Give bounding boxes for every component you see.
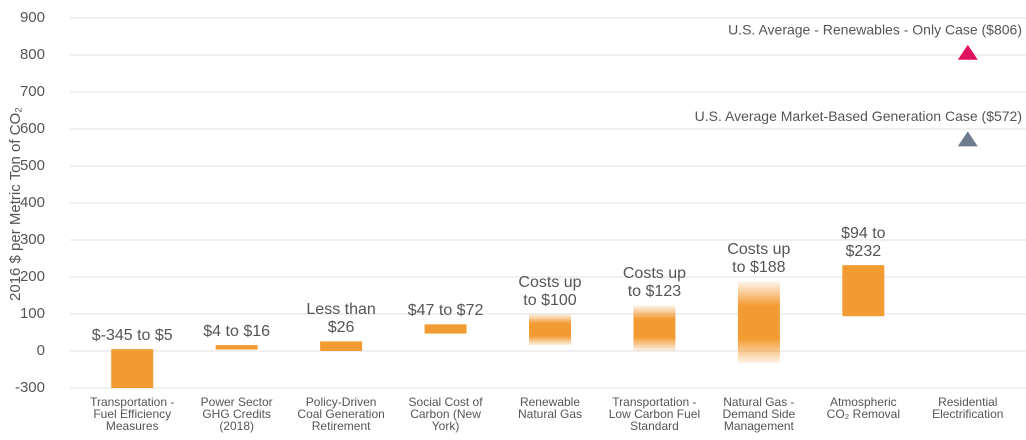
marker-triangle [957, 44, 978, 60]
bar [215, 345, 258, 350]
marker-label: U.S. Average Market-Based Generation Cas… [695, 108, 1022, 124]
value-label: $47 to $72 [407, 302, 484, 320]
y-tick-label: 900 [20, 9, 45, 26]
value-label: Less than $26 [306, 301, 376, 337]
value-label: Costs up to $100 [518, 274, 582, 309]
bar [737, 281, 780, 364]
x-tick-label: Natural Gas - Demand Side Management [722, 395, 796, 433]
x-tick-label: Atmospheric CO₂ Removal [826, 395, 900, 421]
y-tick-label: 500 [20, 157, 45, 174]
bars [111, 265, 885, 388]
bar [529, 314, 571, 346]
y-tick-label: 700 [20, 83, 45, 100]
bar [424, 324, 467, 334]
bar [842, 265, 885, 317]
y-tick-label: 600 [20, 120, 45, 137]
value-label: $-345 to $5 [91, 327, 173, 345]
bar [633, 305, 676, 351]
y-tick-label: -300 [15, 379, 45, 396]
marker-triangle [957, 131, 978, 147]
y-tick-label: 0 [37, 342, 45, 359]
x-tick-label: Renewable Natural Gas [517, 395, 583, 421]
y-tick-label: 100 [20, 305, 45, 322]
y-tick-label: 300 [20, 231, 45, 248]
value-label: $4 to $16 [203, 323, 271, 341]
value-label: Costs up to $188 [727, 241, 791, 277]
x-tick-label: Residential Electrification [932, 395, 1004, 421]
y-tick-label: 800 [20, 46, 45, 63]
value-label: Costs up to $123 [622, 265, 686, 301]
bar [320, 341, 363, 351]
y-axis-label: 2016 $ per Metric Ton of CO₂ [7, 107, 24, 301]
x-tick-label: Social Cost of Carbon (New York) [408, 395, 483, 433]
x-tick-label: Transportation - Low Carbon Fuel Standar… [608, 395, 701, 433]
x-tick-label: Policy-Driven Coal Generation Retirement [297, 395, 385, 433]
x-tick-label: Transportation - Fuel Efficiency Measure… [90, 395, 175, 433]
y-tick-label: 400 [20, 194, 45, 211]
x-tick-label: Power Sector GHG Credits (2018) [200, 395, 273, 433]
y-tick-label: 200 [20, 268, 45, 285]
value-label: $94 to $232 [841, 225, 886, 261]
marker-label: U.S. Average - Renewables - Only Case ($… [728, 21, 1022, 37]
bar [111, 349, 154, 388]
